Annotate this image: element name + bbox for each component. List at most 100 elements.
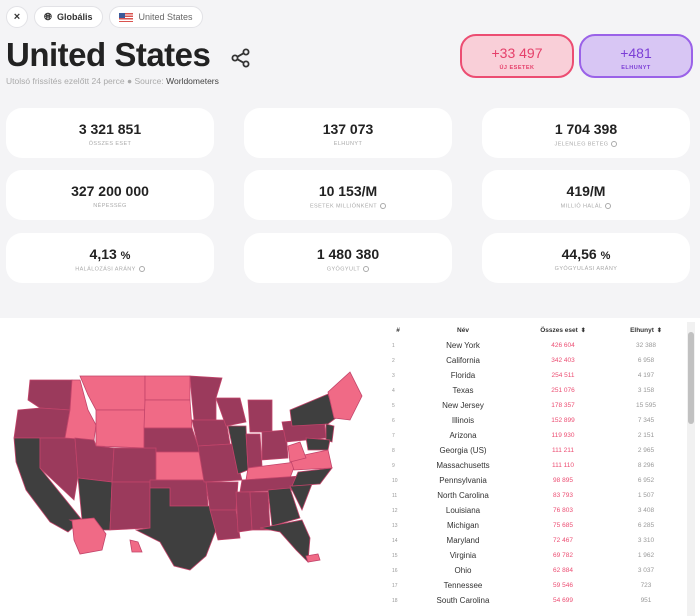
state-table: # Név Összes eset ⬍ Elhunyt ⬍ 1 New York 426… [388,322,684,608]
table-row[interactable]: 18 South Carolina 54 699 951 [388,593,684,608]
info-icon[interactable] [138,266,145,272]
table-scrollbar[interactable] [687,322,695,616]
row-deaths: 3 158 [637,387,655,394]
map-north-carolina [291,467,333,487]
stat-label: ÖSSZES ESET [6,141,214,147]
stat-card: 1 704 398 JELENLEG BETEG [482,108,690,158]
table-row[interactable]: 13 Michigan 75 685 6 285 [388,518,684,533]
new-deaths-value: +481 [620,45,652,61]
table-row[interactable]: 12 Louisiana 76 803 3 408 [388,503,684,518]
row-name: Maryland [446,536,480,545]
row-deaths: 723 [640,582,652,589]
page-title: United States [6,36,211,73]
sort-icon: ⬍ [580,327,586,334]
global-button[interactable]: 🌐︎ Globális [34,6,103,28]
global-label: Globális [57,12,93,22]
col-cases[interactable]: Összes eset ⬍ [518,322,608,338]
row-name: California [446,356,480,365]
table-row[interactable]: 5 New Jersey 178 357 15 595 [388,398,684,413]
row-index: 16 [392,567,398,574]
last-updated: Utolsó frissítés ezelőtt 24 perce ● Sour… [6,76,219,86]
row-name: Louisiana [445,506,481,515]
table-row[interactable]: 9 Massachusetts 111 110 8 296 [388,458,684,473]
row-index: 17 [392,582,398,589]
table-row[interactable]: 2 California 342 403 6 958 [388,353,684,368]
table-row[interactable]: 3 Florida 254 511 4 197 [388,368,684,383]
row-cases: 69 782 [553,552,573,559]
row-cases: 178 357 [551,402,575,409]
map-virginia [289,449,333,471]
map-south-dakota [143,399,193,429]
map-iowa [191,419,231,447]
new-cases-label: ÚJ ESETEK [499,65,535,71]
stat-number: 327 200 000 [71,183,149,199]
stat-label: MILLIÓ HALÁL [482,203,690,209]
row-deaths: 32 388 [636,342,656,349]
stat-number: 3 321 851 [78,121,142,137]
row-name: Texas [452,386,474,395]
row-deaths: 7 345 [637,417,655,424]
row-name: Tennessee [443,581,483,590]
table-row[interactable]: 11 North Carolina 83 793 1 507 [388,488,684,503]
stat-label: NÉPESSÉG [6,203,214,209]
row-name: Michigan [446,521,479,530]
country-selector[interactable]: United States [108,6,203,28]
map-new-jersey [325,423,335,443]
stat-number: 1 480 380 [316,246,380,262]
row-index: 13 [392,522,398,529]
map-colorado [111,447,157,483]
stat-card: 3 321 851 ÖSSZES ESET [6,108,214,158]
map-mississippi [235,491,253,533]
row-deaths: 6 285 [637,522,655,529]
row-cases: 98 895 [553,477,573,484]
map-texas [134,487,217,571]
row-index: 3 [392,372,395,379]
stat-label-text: JELENLEG BETEG [554,141,609,148]
stat-value: 3 321 851 [6,121,214,137]
stat-value: 327 200 000 [6,183,214,199]
table-row[interactable]: 6 Illinois 152 899 7 345 [388,413,684,428]
col-deaths[interactable]: Elhunyt ⬍ [608,322,684,338]
row-deaths: 4 197 [637,372,655,379]
row-index: 18 [392,597,398,604]
row-name: New Jersey [442,401,484,410]
us-map[interactable] [10,370,370,580]
info-icon[interactable] [363,266,370,272]
col-name[interactable]: Név [408,322,518,338]
col-cases-label: Összes eset [540,326,578,334]
row-deaths: 3 408 [637,507,655,514]
stat-label-text: HALÁLOZÁSI ARÁNY [75,266,136,273]
stat-label-text: MILLIÓ HALÁL [560,203,603,210]
map-north-dakota [144,375,191,401]
table-row[interactable]: 15 Virginia 69 782 1 962 [388,548,684,563]
table-row[interactable]: 16 Ohio 62 884 3 037 [388,563,684,578]
map-alabama [249,491,271,531]
row-name: Massachusetts [436,461,490,470]
stat-card: 4,13 % HALÁLOZÁSI ARÁNY [6,233,214,283]
row-cases: 251 076 [551,387,575,394]
map-florida [259,519,311,563]
row-index: 12 [392,507,398,514]
share-button[interactable] [231,48,251,73]
stat-number: 137 073 [322,121,374,137]
stat-card: 44,56 % GYÓGYULÁSI ARÁNY [482,233,690,283]
map-wisconsin [215,397,247,427]
scrollbar-thumb[interactable] [688,332,694,424]
info-icon[interactable] [380,203,387,209]
table-row[interactable]: 7 Arizona 119 930 2 151 [388,428,684,443]
stat-number: 1 704 398 [554,121,618,137]
close-button[interactable]: × [6,6,28,28]
table-row[interactable]: 8 Georgia (US) 111 211 2 965 [388,443,684,458]
table-row[interactable]: 1 New York 426 604 32 388 [388,338,684,353]
table-row[interactable]: 14 Maryland 72 467 3 310 [388,533,684,548]
col-index: # [396,326,400,334]
stat-label: ELHUNYT [244,141,452,147]
row-deaths: 951 [640,597,652,604]
row-cases: 76 803 [553,507,573,514]
table-row[interactable]: 4 Texas 251 076 3 158 [388,383,684,398]
info-icon[interactable] [605,203,612,209]
info-icon[interactable] [611,141,618,147]
table-row[interactable]: 10 Pennsylvania 98 895 6 952 [388,473,684,488]
table-row[interactable]: 17 Tennessee 59 546 723 [388,578,684,593]
stat-value: 1 704 398 [482,121,690,137]
